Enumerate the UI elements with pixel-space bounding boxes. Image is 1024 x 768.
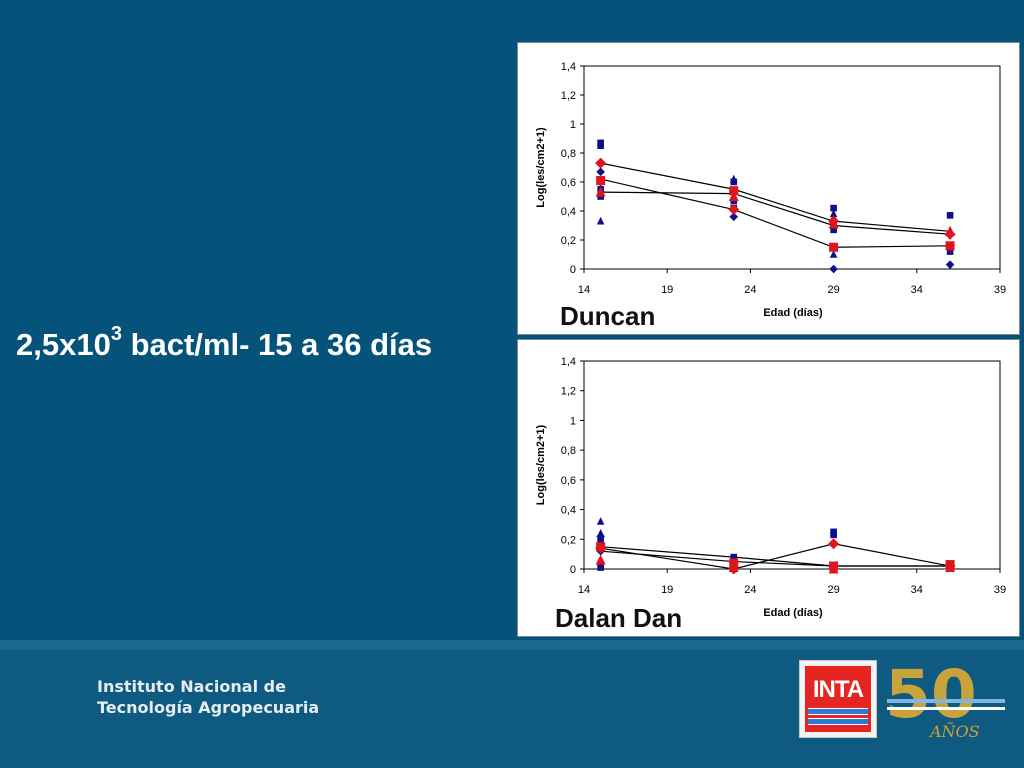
data-point-red-triangle — [728, 562, 739, 573]
data-point-blue-square — [597, 142, 604, 150]
x-tick-label: 39 — [994, 284, 1006, 296]
data-point-red-square — [596, 176, 606, 186]
inta-logo-wave — [808, 718, 868, 725]
x-tick-label: 39 — [994, 584, 1006, 596]
y-axis-label: Log(les/cm2+1) — [535, 424, 547, 505]
chart-panel-dalan-dan: 0 0,2 0,4 0,6 0,8 1 1,2 1,4 14 19 24 29 34 39 Edad (dí… — [517, 339, 1020, 637]
x-tick-label: 19 — [661, 284, 673, 296]
y-axis-label: Log(les/cm2+1) — [535, 127, 547, 208]
anniversary-stripe — [887, 699, 1005, 703]
data-point-red-diamond — [828, 538, 840, 550]
data-point-blue-square — [830, 531, 837, 539]
chart-series-label-duncan: Duncan — [560, 301, 656, 331]
y-tick-label: 1 — [570, 415, 576, 427]
y-tick-label: 1,2 — [561, 90, 576, 102]
inta-logo: INTA — [799, 660, 877, 738]
title-superscript: 3 — [110, 323, 122, 345]
data-point-red-triangle — [595, 186, 606, 197]
y-tick-label: 0,4 — [561, 505, 576, 517]
data-point-red-triangle — [828, 218, 839, 229]
data-point-blue-diamond — [945, 260, 955, 269]
data-point-blue-square — [830, 204, 837, 212]
data-point-red-triangle — [595, 554, 606, 565]
data-point-red-square — [945, 241, 955, 251]
institution-name: Instituto Nacional de Tecnología Agropec… — [97, 676, 319, 718]
x-axis-label: Edad (días) — [763, 307, 823, 319]
data-point-red-square — [829, 242, 839, 252]
y-tick-label: 0 — [570, 264, 576, 276]
data-point-blue-diamond — [596, 532, 605, 541]
slide-title: 2,5x103 bact/ml- 15 a 36 días — [16, 323, 433, 363]
data-point-blue-square — [946, 212, 954, 219]
series-line — [600, 191, 951, 235]
series-line — [600, 550, 951, 567]
anniversary-stripe — [887, 707, 1005, 710]
anniversary-number: 50 — [885, 656, 977, 733]
data-point-blue-diamond — [829, 264, 838, 274]
x-axis-label: Edad (días) — [763, 607, 823, 619]
y-tick-label: 1,2 — [561, 386, 576, 398]
x-tick-label: 19 — [661, 584, 673, 596]
x-tick-label: 34 — [911, 584, 923, 596]
anniversary-logo: 50 AÑOS — [885, 656, 1005, 741]
data-point-red-square — [596, 542, 606, 552]
x-tick-label: 29 — [827, 284, 839, 296]
data-point-red-triangle — [945, 225, 956, 236]
series-line — [600, 543, 951, 570]
inta-logo-wave — [808, 708, 868, 715]
chart-duncan: 0 0,2 0,4 0,6 0,8 1 1,2 1,4 14 19 24 29 34 39 Edad (dí… — [535, 61, 1006, 319]
y-tick-label: 1,4 — [561, 356, 576, 368]
data-point-red-diamond — [595, 157, 607, 169]
inta-logo-text: INTA — [812, 676, 864, 703]
chart-panel-duncan: 0 0,2 0,4 0,6 0,8 1 1,2 1,4 14 19 24 29 34 39 Edad (dí… — [517, 42, 1020, 335]
data-point-blue-square — [830, 226, 837, 234]
data-point-red-diamond — [728, 204, 740, 216]
data-point-blue-triangle — [829, 209, 838, 218]
data-point-red-triangle — [728, 191, 739, 201]
inta-logo-box: INTA — [805, 666, 871, 732]
y-tick-label: 0,4 — [561, 206, 576, 218]
footer-stripe — [0, 640, 1024, 650]
data-point-blue-square — [597, 564, 604, 571]
data-point-red-square — [729, 186, 739, 196]
title-rest: bact/ml- 15 a 36 días — [121, 327, 433, 362]
plot-area — [583, 360, 1001, 570]
y-tick-label: 1,4 — [561, 61, 576, 73]
data-point-blue-triangle — [596, 216, 605, 225]
data-point-blue-square — [730, 553, 738, 561]
data-point-red-triangle — [828, 563, 839, 574]
y-tick-label: 0,2 — [561, 235, 576, 247]
x-tick-label: 34 — [911, 284, 923, 296]
y-tick-label: 0,6 — [561, 177, 576, 189]
y-tick-label: 0 — [570, 564, 576, 576]
x-tick-label: 24 — [744, 584, 756, 596]
anniversary-word: AÑOS — [928, 721, 980, 741]
chart-series-label-dalan-dan: Dalan Dan — [555, 603, 683, 633]
title-main: 2,5x10 — [16, 327, 111, 362]
institution-line-2: Tecnología Agropecuaria — [97, 698, 320, 717]
series-line — [600, 178, 951, 248]
series-line — [600, 162, 951, 232]
x-tick-label: 14 — [578, 284, 590, 296]
plot-area — [583, 65, 1001, 270]
y-tick-label: 0,8 — [561, 148, 576, 160]
data-point-blue-triangle — [596, 517, 605, 525]
data-point-blue-triangle — [729, 174, 738, 183]
institution-line-1: Instituto Nacional de — [97, 677, 286, 696]
y-tick-label: 1 — [570, 119, 576, 131]
y-tick-label: 0,8 — [561, 445, 576, 457]
y-tick-label: 0,2 — [561, 534, 576, 546]
data-point-blue-triangle — [829, 250, 838, 258]
data-point-blue-diamond — [596, 167, 605, 177]
x-tick-label: 29 — [827, 584, 839, 596]
chart-dalan-dan: 0 0,2 0,4 0,6 0,8 1 1,2 1,4 14 19 24 29 34 39 Edad (dí… — [535, 356, 1006, 619]
x-tick-label: 24 — [744, 284, 756, 296]
x-tick-label: 14 — [578, 584, 590, 596]
data-point-red-triangle — [945, 562, 956, 573]
data-point-blue-square — [946, 248, 954, 255]
y-tick-label: 0,6 — [561, 475, 576, 487]
